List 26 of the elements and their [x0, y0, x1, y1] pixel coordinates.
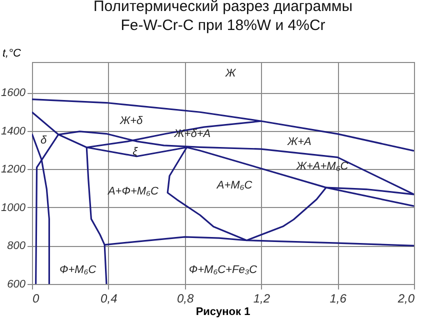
y-tick-label: 1400	[1, 125, 26, 138]
x-tick-label: 0	[32, 292, 40, 306]
annotation: ξ	[132, 146, 139, 158]
annotation: А+M₆C	[216, 180, 252, 192]
x-tick-label: 1,6	[330, 292, 347, 306]
y-tick-label: 1000	[1, 202, 26, 214]
y-axis-title: t,°C	[2, 48, 22, 60]
y-tick-label: 600	[7, 278, 26, 290]
x-tick-label: 1,2	[253, 292, 270, 306]
annotation: Ж+δ+А	[173, 128, 211, 140]
text: Рисунок 1	[196, 306, 250, 318]
x-tick-label: 0,4	[100, 292, 118, 306]
annotation: Ж+δ	[118, 114, 144, 127]
annotation: Ж	[224, 68, 237, 80]
annotation: Ф+M₆C	[59, 264, 96, 276]
x-tick-label: 0,8	[176, 292, 194, 306]
x-tick-label: 2,0	[396, 292, 415, 306]
annotation: Ж+А+M₆C	[295, 160, 348, 172]
y-tick-label: 1200	[1, 164, 26, 176]
y-tick-label: 800	[7, 240, 26, 252]
annotation: Ф+M₆C+Fe₃C	[188, 264, 258, 276]
annotation: δ	[40, 134, 48, 146]
annotation: Ж+А	[286, 136, 312, 148]
annotation: А+Ф+M₆C	[106, 185, 158, 198]
y-tick-label: 1600	[1, 87, 26, 100]
chart-title: Политермический разрез диаграммы Fe-W-Cr-C при 18%W и 4%Cr	[94, 0, 352, 34]
